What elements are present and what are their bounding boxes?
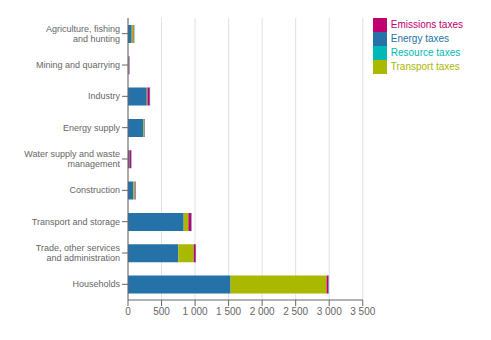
svg-text:500: 500 <box>153 306 170 317</box>
html-text:Emissions taxes: Emissions taxes <box>390 18 463 30</box>
svg-text:Agriculture, fishingand huntin: Agriculture, fishingand hunting <box>46 24 120 44</box>
svg-text:Households: Households <box>72 279 120 289</box>
svg-text:3 000: 3 000 <box>317 306 342 317</box>
svg-text:Mining and quarrying: Mining and quarrying <box>36 60 120 70</box>
html-text:Transport taxes: Transport taxes <box>390 60 460 72</box>
svg-text:Transport and storage: Transport and storage <box>32 217 120 227</box>
svg-text:Industry: Industry <box>88 91 121 101</box>
svg-text:Energy supply: Energy supply <box>63 123 121 133</box>
svg-text:Construction: Construction <box>69 185 120 195</box>
html-text:Energy taxes: Energy taxes <box>390 32 450 44</box>
svg-text:Trade, other servicesand admin: Trade, other servicesand administration <box>36 243 121 263</box>
svg-text:0: 0 <box>125 306 131 317</box>
html-text:Resource taxes: Resource taxes <box>390 46 461 58</box>
svg-text:2 000: 2 000 <box>250 306 275 317</box>
svg-text:Water supply and wastemanageme: Water supply and wastemanagement <box>24 149 120 169</box>
svg-text:2 500: 2 500 <box>283 306 308 317</box>
svg-text:3 500: 3 500 <box>350 306 375 317</box>
svg-text:1 500: 1 500 <box>216 306 241 317</box>
svg-text:1 000: 1 000 <box>183 306 208 317</box>
